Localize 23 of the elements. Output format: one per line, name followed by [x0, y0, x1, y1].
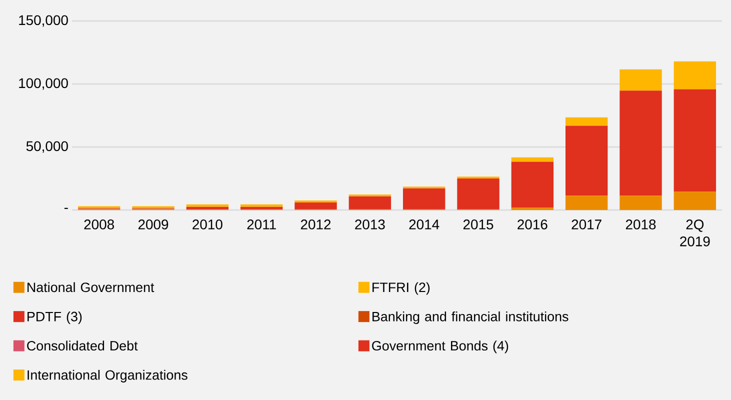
x-tick-label: 2014: [409, 220, 440, 230]
legend-label: Government Bonds (4): [372, 340, 508, 354]
x-tick-label: 2016: [518, 220, 548, 230]
legend-label: National Government: [28, 282, 154, 292]
y-tick-label: 150,000: [19, 15, 68, 27]
legend-label: PDTF (3): [28, 311, 82, 324]
legend-label: FTFRI (2): [372, 282, 430, 295]
y-tick-label: -: [64, 208, 68, 209]
x-tick-label: 2008: [84, 220, 114, 230]
legend-label: Consolidated Debt: [27, 340, 138, 351]
legend-label: International Organizations: [28, 370, 188, 382]
legend-label: Banking and financial institutions: [372, 311, 568, 324]
x-tick-label: 2010: [192, 220, 222, 230]
y-tick-label: 100,000: [19, 78, 68, 90]
x-tick-label: 2Q 2019: [680, 220, 710, 246]
x-tick-label: 2012: [300, 220, 331, 230]
x-tick-label: 2009: [138, 220, 168, 230]
y-tick-label: 50,000: [26, 141, 68, 153]
x-tick-label: 2018: [626, 220, 656, 230]
x-tick-label: 2011: [247, 220, 276, 230]
x-tick-label: 2017: [572, 220, 602, 230]
x-tick-label: 2013: [355, 220, 385, 230]
x-tick-label: 2015: [463, 220, 494, 230]
